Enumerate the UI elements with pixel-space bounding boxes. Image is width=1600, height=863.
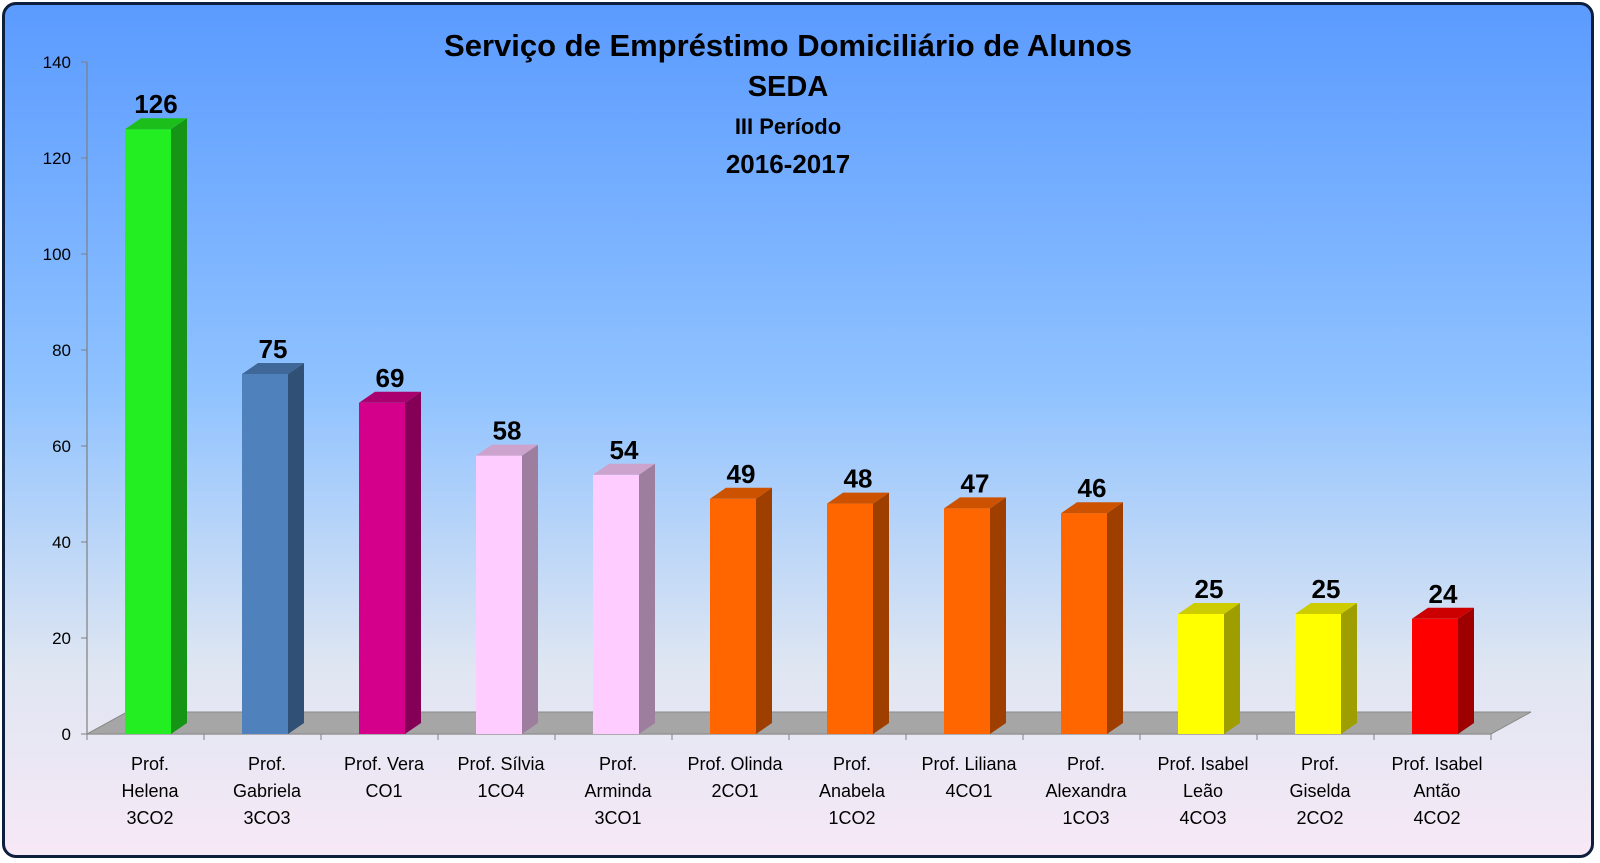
chart-title-line-3: III Período bbox=[735, 114, 841, 139]
chart-bars bbox=[125, 118, 1474, 734]
bar-top bbox=[476, 444, 538, 456]
x-category-label: Prof. Vera CO1 bbox=[344, 754, 425, 801]
chart-title-line-4: 2016-2017 bbox=[726, 149, 850, 179]
bar-top bbox=[1178, 603, 1240, 614]
bar bbox=[125, 118, 187, 734]
bar-top bbox=[1412, 607, 1474, 619]
bar-top bbox=[827, 492, 889, 504]
bar-side bbox=[1107, 502, 1123, 734]
bar bbox=[1295, 603, 1357, 734]
x-category-label: Prof. Helena 3CO2 bbox=[121, 754, 179, 828]
bar-front bbox=[827, 503, 873, 734]
bar bbox=[476, 444, 538, 734]
data-label: 24 bbox=[1429, 579, 1458, 609]
x-category-label: Prof. Isabel Leão 4CO3 bbox=[1157, 754, 1248, 828]
bar-side bbox=[171, 118, 187, 734]
y-tick-label: 40 bbox=[52, 533, 71, 552]
bar-side bbox=[405, 391, 421, 734]
bar bbox=[242, 363, 304, 734]
data-label: 46 bbox=[1078, 473, 1107, 503]
bar-side bbox=[756, 487, 772, 734]
x-category-label: Prof. Gabriela 3CO3 bbox=[233, 754, 302, 828]
bar-front bbox=[1295, 614, 1341, 734]
bar-front bbox=[1412, 618, 1458, 734]
x-category-label: Prof. Olinda 2CO1 bbox=[687, 754, 783, 801]
data-label: 25 bbox=[1312, 574, 1341, 604]
bar-front bbox=[944, 508, 990, 734]
data-label: 48 bbox=[844, 464, 873, 494]
chart-labels: 126 Prof. Helena 3CO2 75 Prof. Gabriela 3CO3 69 P… bbox=[121, 89, 1482, 828]
bar-front bbox=[710, 498, 756, 734]
bar-top bbox=[1061, 502, 1123, 514]
bar bbox=[827, 492, 889, 734]
bar-front bbox=[125, 129, 171, 734]
x-category-label: Prof. Isabel Antão 4CO2 bbox=[1391, 754, 1482, 828]
bar-front bbox=[593, 474, 639, 734]
data-label: 75 bbox=[259, 334, 288, 364]
data-label: 58 bbox=[493, 416, 522, 446]
bar-side bbox=[990, 497, 1006, 734]
floor-plane bbox=[86, 711, 1532, 735]
bar-top bbox=[593, 463, 655, 475]
x-category-label: Prof. Anabela 1CO2 bbox=[819, 754, 886, 828]
bar-side bbox=[522, 444, 538, 734]
y-tick-label: 60 bbox=[52, 437, 71, 456]
data-label: 47 bbox=[961, 468, 990, 498]
bar-top bbox=[710, 487, 772, 499]
chart-title: Serviço de Empréstimo Domiciliário de Al… bbox=[444, 28, 1132, 179]
x-category-label: Prof. Sílvia 1CO4 bbox=[457, 754, 545, 801]
bar-side bbox=[639, 463, 655, 734]
data-label: 69 bbox=[376, 363, 405, 393]
bar-top bbox=[359, 391, 421, 403]
chart-title-line-1: Serviço de Empréstimo Domiciliário de Al… bbox=[444, 28, 1132, 63]
y-tick-label: 20 bbox=[52, 629, 71, 648]
y-tick-label: 0 bbox=[62, 725, 71, 744]
data-label: 49 bbox=[727, 459, 756, 489]
bar bbox=[1412, 607, 1474, 734]
bar-side bbox=[873, 492, 889, 734]
x-category-label: Prof. Liliana 4CO1 bbox=[921, 754, 1017, 801]
bar-chart: Serviço de Empréstimo Domiciliário de Al… bbox=[43, 28, 1532, 828]
y-tick-label: 100 bbox=[43, 245, 71, 264]
data-label: 126 bbox=[134, 89, 177, 119]
bar-top bbox=[242, 363, 304, 374]
bar-top bbox=[944, 497, 1006, 509]
chart-title-line-2: SEDA bbox=[748, 71, 829, 103]
bar bbox=[359, 391, 421, 734]
bar-top bbox=[1295, 603, 1357, 614]
bar bbox=[1061, 502, 1123, 734]
bar-front bbox=[242, 374, 288, 734]
x-category-label: Prof. Giselda 2CO2 bbox=[1289, 754, 1351, 828]
y-tick-label: 80 bbox=[52, 341, 71, 360]
bar bbox=[1178, 603, 1240, 734]
bar-front bbox=[476, 455, 522, 734]
bar bbox=[710, 487, 772, 734]
data-label: 25 bbox=[1195, 574, 1224, 604]
bar bbox=[593, 463, 655, 734]
x-category-label: Prof. Alexandra 1CO3 bbox=[1045, 754, 1127, 828]
y-tick-label: 140 bbox=[43, 53, 71, 72]
bar-side bbox=[1458, 607, 1474, 734]
bar-top bbox=[125, 118, 187, 130]
y-tick-label: 120 bbox=[43, 149, 71, 168]
bar-side bbox=[1224, 603, 1240, 734]
bar-front bbox=[1178, 614, 1224, 734]
chart-floor bbox=[86, 711, 1532, 735]
bar bbox=[944, 497, 1006, 734]
bar-side bbox=[1341, 603, 1357, 734]
bar-front bbox=[359, 402, 405, 734]
data-label: 54 bbox=[610, 435, 639, 465]
bar-front bbox=[1061, 513, 1107, 734]
x-category-label: Prof. Arminda 3CO1 bbox=[584, 754, 652, 828]
bar-side bbox=[288, 363, 304, 734]
